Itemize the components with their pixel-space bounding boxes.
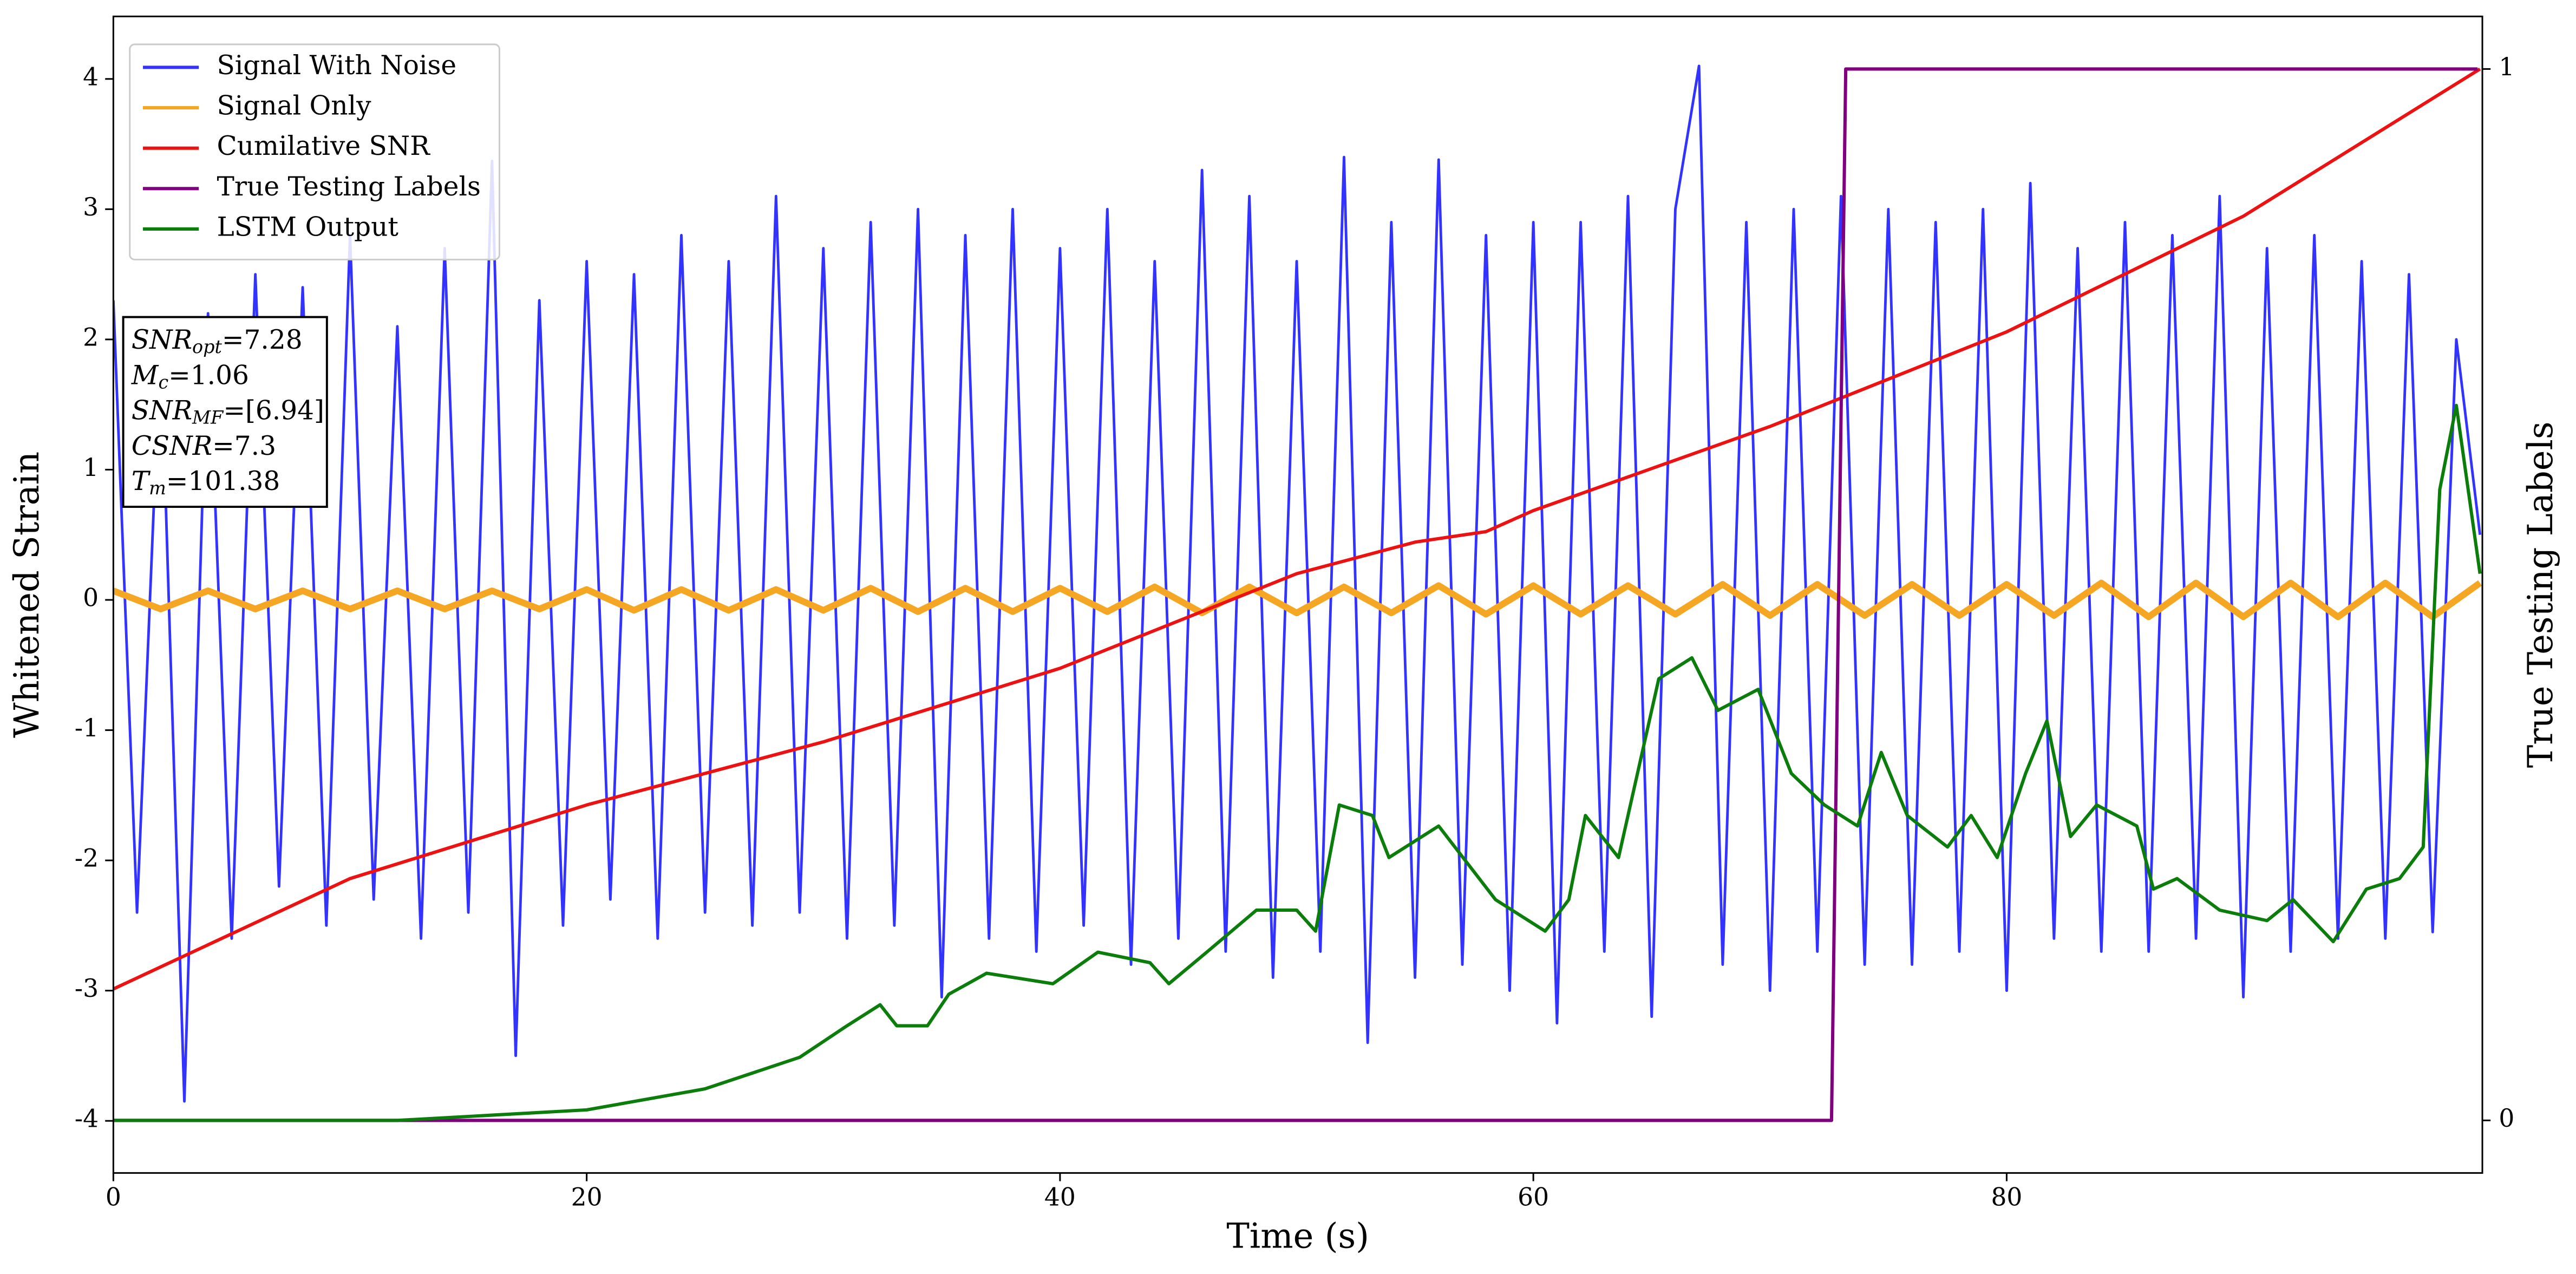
x-tick-label: 40 xyxy=(1044,1182,1076,1211)
legend-label: Signal Only xyxy=(217,91,372,121)
stats-line: CSNR=7.3 xyxy=(132,430,276,461)
stats-value: =[6.94] xyxy=(223,395,324,426)
y-tick-label: -1 xyxy=(75,714,99,742)
stats-value: =1.06 xyxy=(168,360,249,390)
legend-label: Cumilative SNR xyxy=(217,131,431,161)
stats-value: =7.3 xyxy=(212,430,276,461)
y-tick-label: 1 xyxy=(83,453,99,482)
stats-symbol: T xyxy=(132,466,151,496)
stats-subscript: c xyxy=(158,371,168,393)
stats-subscript: m xyxy=(149,478,166,499)
legend-label: LSTM Output xyxy=(217,212,399,242)
series-line xyxy=(113,64,2482,1103)
stats-symbol: SNR xyxy=(132,395,192,426)
legend: Signal With Noise Signal Only Cumilative S… xyxy=(129,43,500,260)
stats-symbol: SNR xyxy=(132,325,192,355)
y-tick-label: -2 xyxy=(75,844,99,873)
legend-label: True Testing Labels xyxy=(217,172,481,202)
stats-subscript: MF xyxy=(192,407,224,428)
stats-line: SNRopt=7.28 xyxy=(132,325,303,358)
stats-value: =101.38 xyxy=(166,466,280,496)
y2-tick-label: 0 xyxy=(2499,1104,2514,1133)
stats-line: SNRMF=[6.94] xyxy=(132,395,324,428)
stats-symbol: M xyxy=(131,360,159,390)
stats-symbol: CSNR xyxy=(132,430,212,461)
series-line xyxy=(113,67,2478,1122)
plot-area xyxy=(113,64,2482,1122)
stats-line: Mc=1.06 xyxy=(131,360,249,393)
stats-box: SNRopt=7.28Mc=1.06SNRMF=[6.94]CSNR=7.3Tm… xyxy=(122,316,328,508)
series-line xyxy=(113,403,2482,1122)
y2-axis-label: True Testing Labels xyxy=(2521,421,2561,768)
stats-line: Tm=101.38 xyxy=(132,466,280,499)
axes-frame xyxy=(112,15,2483,1174)
y-tick-label: 2 xyxy=(83,323,99,351)
x-tick-label: 60 xyxy=(1518,1182,1549,1211)
y-tick-label: 3 xyxy=(83,193,99,221)
x-tick-label: 0 xyxy=(106,1182,121,1211)
legend-box xyxy=(129,43,500,260)
x-tick-label: 80 xyxy=(1991,1182,2022,1211)
y-tick-label: -4 xyxy=(75,1105,99,1133)
stats-frame xyxy=(122,316,328,508)
series-line xyxy=(113,67,2481,991)
y-tick-label: -3 xyxy=(75,974,99,1003)
legend-label: Signal With Noise xyxy=(217,50,457,81)
y2-tick-label: 1 xyxy=(2499,53,2514,81)
stats-value: =7.28 xyxy=(222,325,303,355)
x-axis-label: Time (s) xyxy=(1226,1216,1369,1256)
x-tick-label: 20 xyxy=(571,1182,603,1211)
stats-subscript: opt xyxy=(192,336,222,357)
y-tick-label: 4 xyxy=(83,62,99,91)
y-axis-label: Whitened Strain xyxy=(7,452,47,738)
y-tick-label: 0 xyxy=(83,583,99,612)
series-line xyxy=(113,579,2482,620)
